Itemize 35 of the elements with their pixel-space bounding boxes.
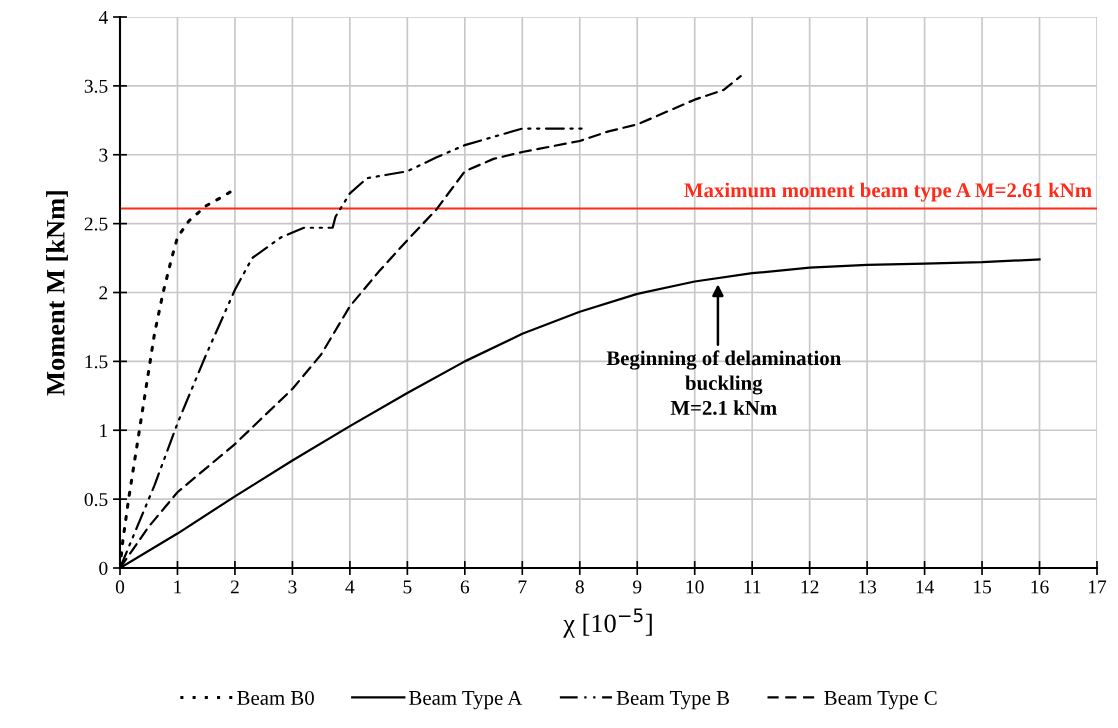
legend-label: Beam B0 (237, 690, 314, 705)
x-tick-label: 17 (1088, 580, 1107, 594)
x-tick-label: 2 (230, 580, 239, 594)
x-tick-label: 5 (403, 580, 412, 594)
ref-line-label: Maximum moment beam type A M=2.61 kNm (684, 182, 1092, 202)
x-tick-label: 12 (801, 580, 819, 594)
y-tick-label: 3.5 (84, 79, 108, 93)
y-tick-label: 1.5 (85, 355, 108, 369)
legend-label: Beam Type A (409, 691, 523, 710)
x-tick-label: 13 (859, 580, 877, 594)
x-tick-label: 1 (174, 580, 182, 594)
x-tick-label: 9 (633, 580, 642, 594)
x-tick-label: 11 (744, 580, 761, 594)
y-tick-label: 3 (99, 148, 108, 162)
x-tick-label: 0 (115, 580, 125, 594)
y-tick-label: 0 (99, 561, 108, 575)
y-axis-title: Moment M [kNm] (46, 191, 68, 396)
x-tick-label: 4 (345, 580, 355, 594)
x-tick-label: 15 (974, 580, 992, 594)
legend-label: Beam Type C (824, 690, 937, 710)
x-tick-label: 7 (518, 580, 527, 594)
x-tick-label: 16 (1031, 580, 1049, 594)
y-tick-label: 0.5 (84, 492, 108, 507)
y-tick-label: 2.5 (84, 217, 108, 231)
annotation: Beginning of delamination buckling M=2.1 kNm (606, 350, 841, 415)
legend-label: Beam Type B (616, 691, 729, 710)
x-tick-label: 10 (686, 580, 704, 594)
y-tick-label: 2 (99, 286, 108, 300)
x-tick-label: 3 (288, 580, 297, 594)
y-tick-label: 1 (100, 424, 108, 437)
y-tick-label: 4 (98, 10, 108, 24)
x-tick-label: 8 (575, 580, 584, 594)
x-axis-title: χ [10$^{−5}$] (563, 608, 652, 638)
x-tick-label: 14 (916, 580, 935, 594)
x-tick-label: 6 (460, 580, 470, 594)
